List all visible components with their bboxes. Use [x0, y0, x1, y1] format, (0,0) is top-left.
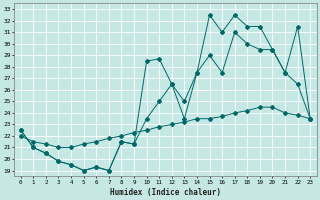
X-axis label: Humidex (Indice chaleur): Humidex (Indice chaleur)	[110, 188, 221, 197]
